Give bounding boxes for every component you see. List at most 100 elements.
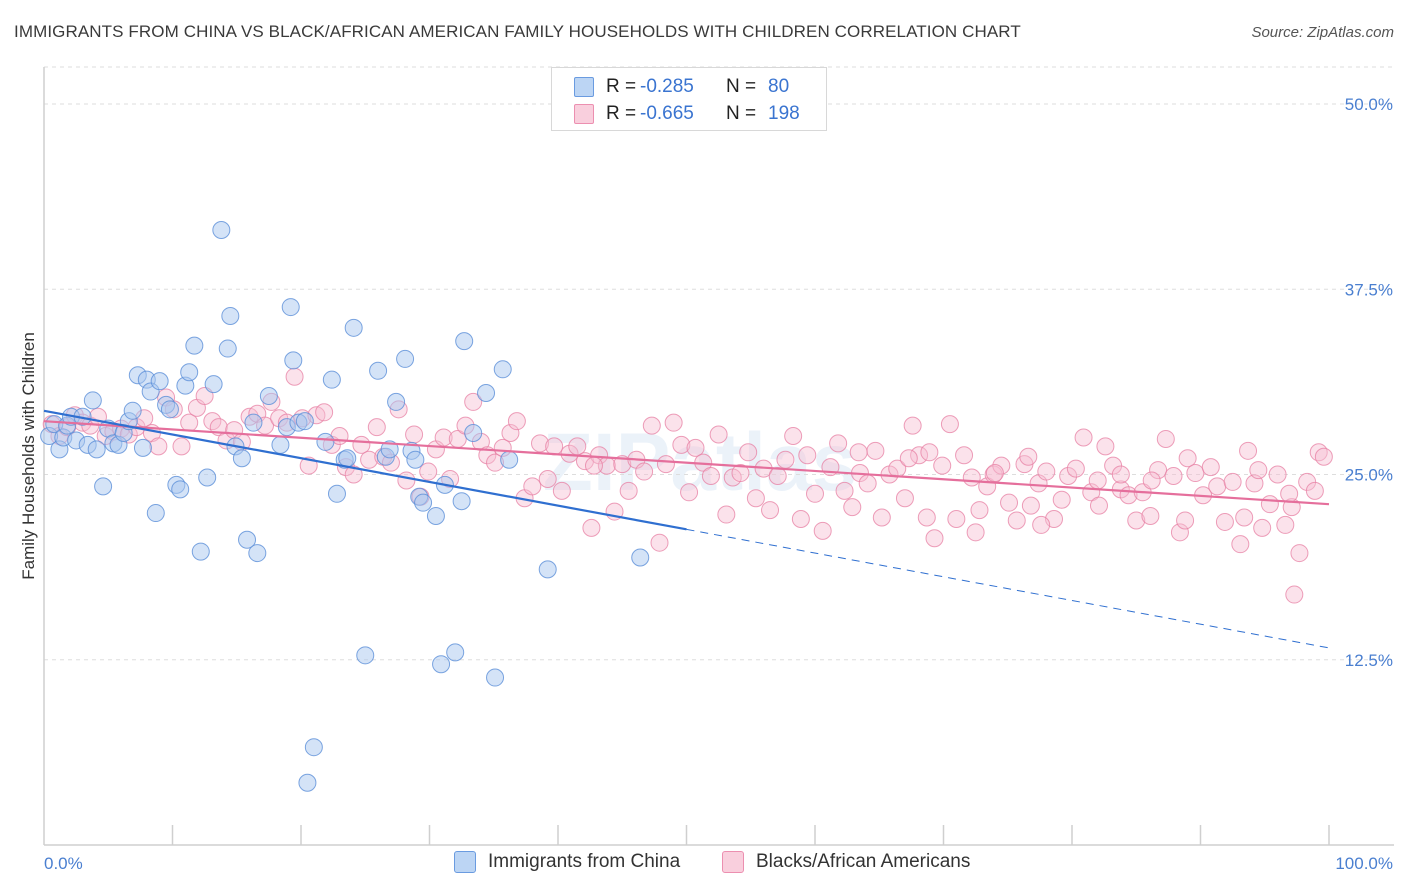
black-data-point (1141, 507, 1160, 526)
china-data-point (171, 480, 190, 499)
china-data-point (486, 668, 505, 687)
black-data-point (1037, 462, 1056, 481)
legend-black-label: Blacks/African Americans (756, 851, 971, 872)
correlation-legend: R = -0.285 N = 80 R = -0.665 N = 198 (551, 67, 827, 131)
china-data-point (212, 221, 231, 240)
black-data-point (1280, 484, 1299, 503)
china-data-point (284, 351, 303, 370)
black-data-point (910, 446, 929, 465)
china-trend-extension (686, 528, 1330, 649)
china-data-point (316, 432, 335, 451)
black-data-point (1088, 471, 1107, 490)
black-data-point (1007, 511, 1026, 530)
black-data-point (1239, 441, 1258, 460)
black-data-point (656, 455, 675, 474)
black-data-point (285, 367, 304, 386)
china-swatch (574, 77, 594, 97)
china-data-point (380, 440, 399, 459)
black-data-point (531, 434, 550, 453)
black-swatch (722, 851, 744, 873)
black-data-point (933, 456, 952, 475)
black-data-point (545, 437, 564, 456)
black-data-point (791, 509, 810, 528)
black-data-point (538, 469, 557, 488)
black-data-point (1249, 461, 1268, 480)
black-data-point (776, 450, 795, 469)
x-tick-label: 0.0% (44, 854, 83, 873)
legend-row-black: R = -0.665 N = 198 (574, 100, 800, 128)
china-data-point (344, 318, 363, 337)
china-data-point (191, 542, 210, 561)
black-data-point (1032, 515, 1051, 534)
black-data-point (895, 489, 914, 508)
black-data-point (1276, 515, 1295, 534)
china-data-point (198, 468, 217, 487)
black-data-point (1142, 471, 1161, 490)
black-data-point (806, 484, 824, 503)
china-data-point (281, 298, 300, 317)
gridlines (44, 66, 1394, 661)
legend-n-value: 80 (768, 76, 790, 97)
black-data-point (180, 413, 199, 432)
china-data-point (221, 306, 240, 325)
y-tick-label: 50.0% (1345, 95, 1393, 114)
black-data-point (955, 446, 974, 465)
legend-n-label: N = (726, 76, 757, 97)
legend-r-label: R = (606, 103, 637, 124)
black-data-point (985, 464, 1004, 483)
black-data-point (590, 446, 609, 465)
black-data-point (1305, 481, 1324, 500)
china-data-point (631, 548, 650, 567)
china-data-point (133, 438, 152, 457)
black-data-point (1260, 495, 1279, 514)
china-data-point (218, 339, 237, 358)
legend-row-china: R = -0.285 N = 80 (574, 73, 789, 101)
legend-n-value: 198 (768, 103, 800, 124)
china-data-point (414, 493, 433, 512)
china-data-point (426, 507, 445, 526)
black-data-point (680, 483, 699, 502)
black-data-point (813, 521, 832, 540)
trend-lines (43, 409, 1330, 649)
black-data-point (872, 508, 891, 527)
black-data-point (172, 437, 191, 456)
china-data-point (87, 440, 106, 459)
black-data-point (568, 437, 587, 456)
black-data-point (701, 467, 720, 486)
china-swatch (454, 851, 476, 873)
source-label: Source: ZipAtlas.com (1251, 24, 1394, 41)
china-data-point (160, 400, 179, 419)
china-data-point (452, 492, 471, 511)
black-data-point (1215, 512, 1234, 531)
black-data-point (1149, 461, 1168, 480)
black-data-point (1089, 496, 1108, 515)
y-tick-label: 12.5% (1345, 651, 1393, 670)
china-data-point (271, 435, 290, 454)
black-data-point (1253, 518, 1272, 537)
x-tick-label: 100.0% (1335, 854, 1393, 873)
black-data-point (843, 498, 862, 517)
china-data-point (259, 386, 278, 405)
black-data-point (464, 392, 483, 411)
legend-r-value: -0.285 (640, 76, 694, 97)
black-data-point (1314, 447, 1333, 466)
china-data-point (432, 655, 451, 674)
black-data-point (899, 449, 918, 468)
black-data-point (552, 481, 571, 500)
black-data-point (1235, 508, 1254, 527)
black-data-point (717, 505, 736, 524)
black-data-point (1201, 458, 1220, 477)
black-data-point (1066, 459, 1085, 478)
china-data-point (538, 560, 557, 579)
black-data-point (686, 438, 705, 457)
black-data-point (650, 533, 669, 552)
black-data-point (1000, 493, 1019, 512)
black-data-point (858, 474, 877, 493)
chart-title: IMMIGRANTS FROM CHINA VS BLACK/AFRICAN A… (14, 22, 1021, 41)
black-data-point (1223, 472, 1242, 491)
china-data-point (295, 412, 314, 431)
china-trend-line (43, 409, 687, 531)
black-data-point (1164, 467, 1183, 486)
black-swatch (574, 104, 594, 124)
china-data-point (204, 375, 223, 394)
